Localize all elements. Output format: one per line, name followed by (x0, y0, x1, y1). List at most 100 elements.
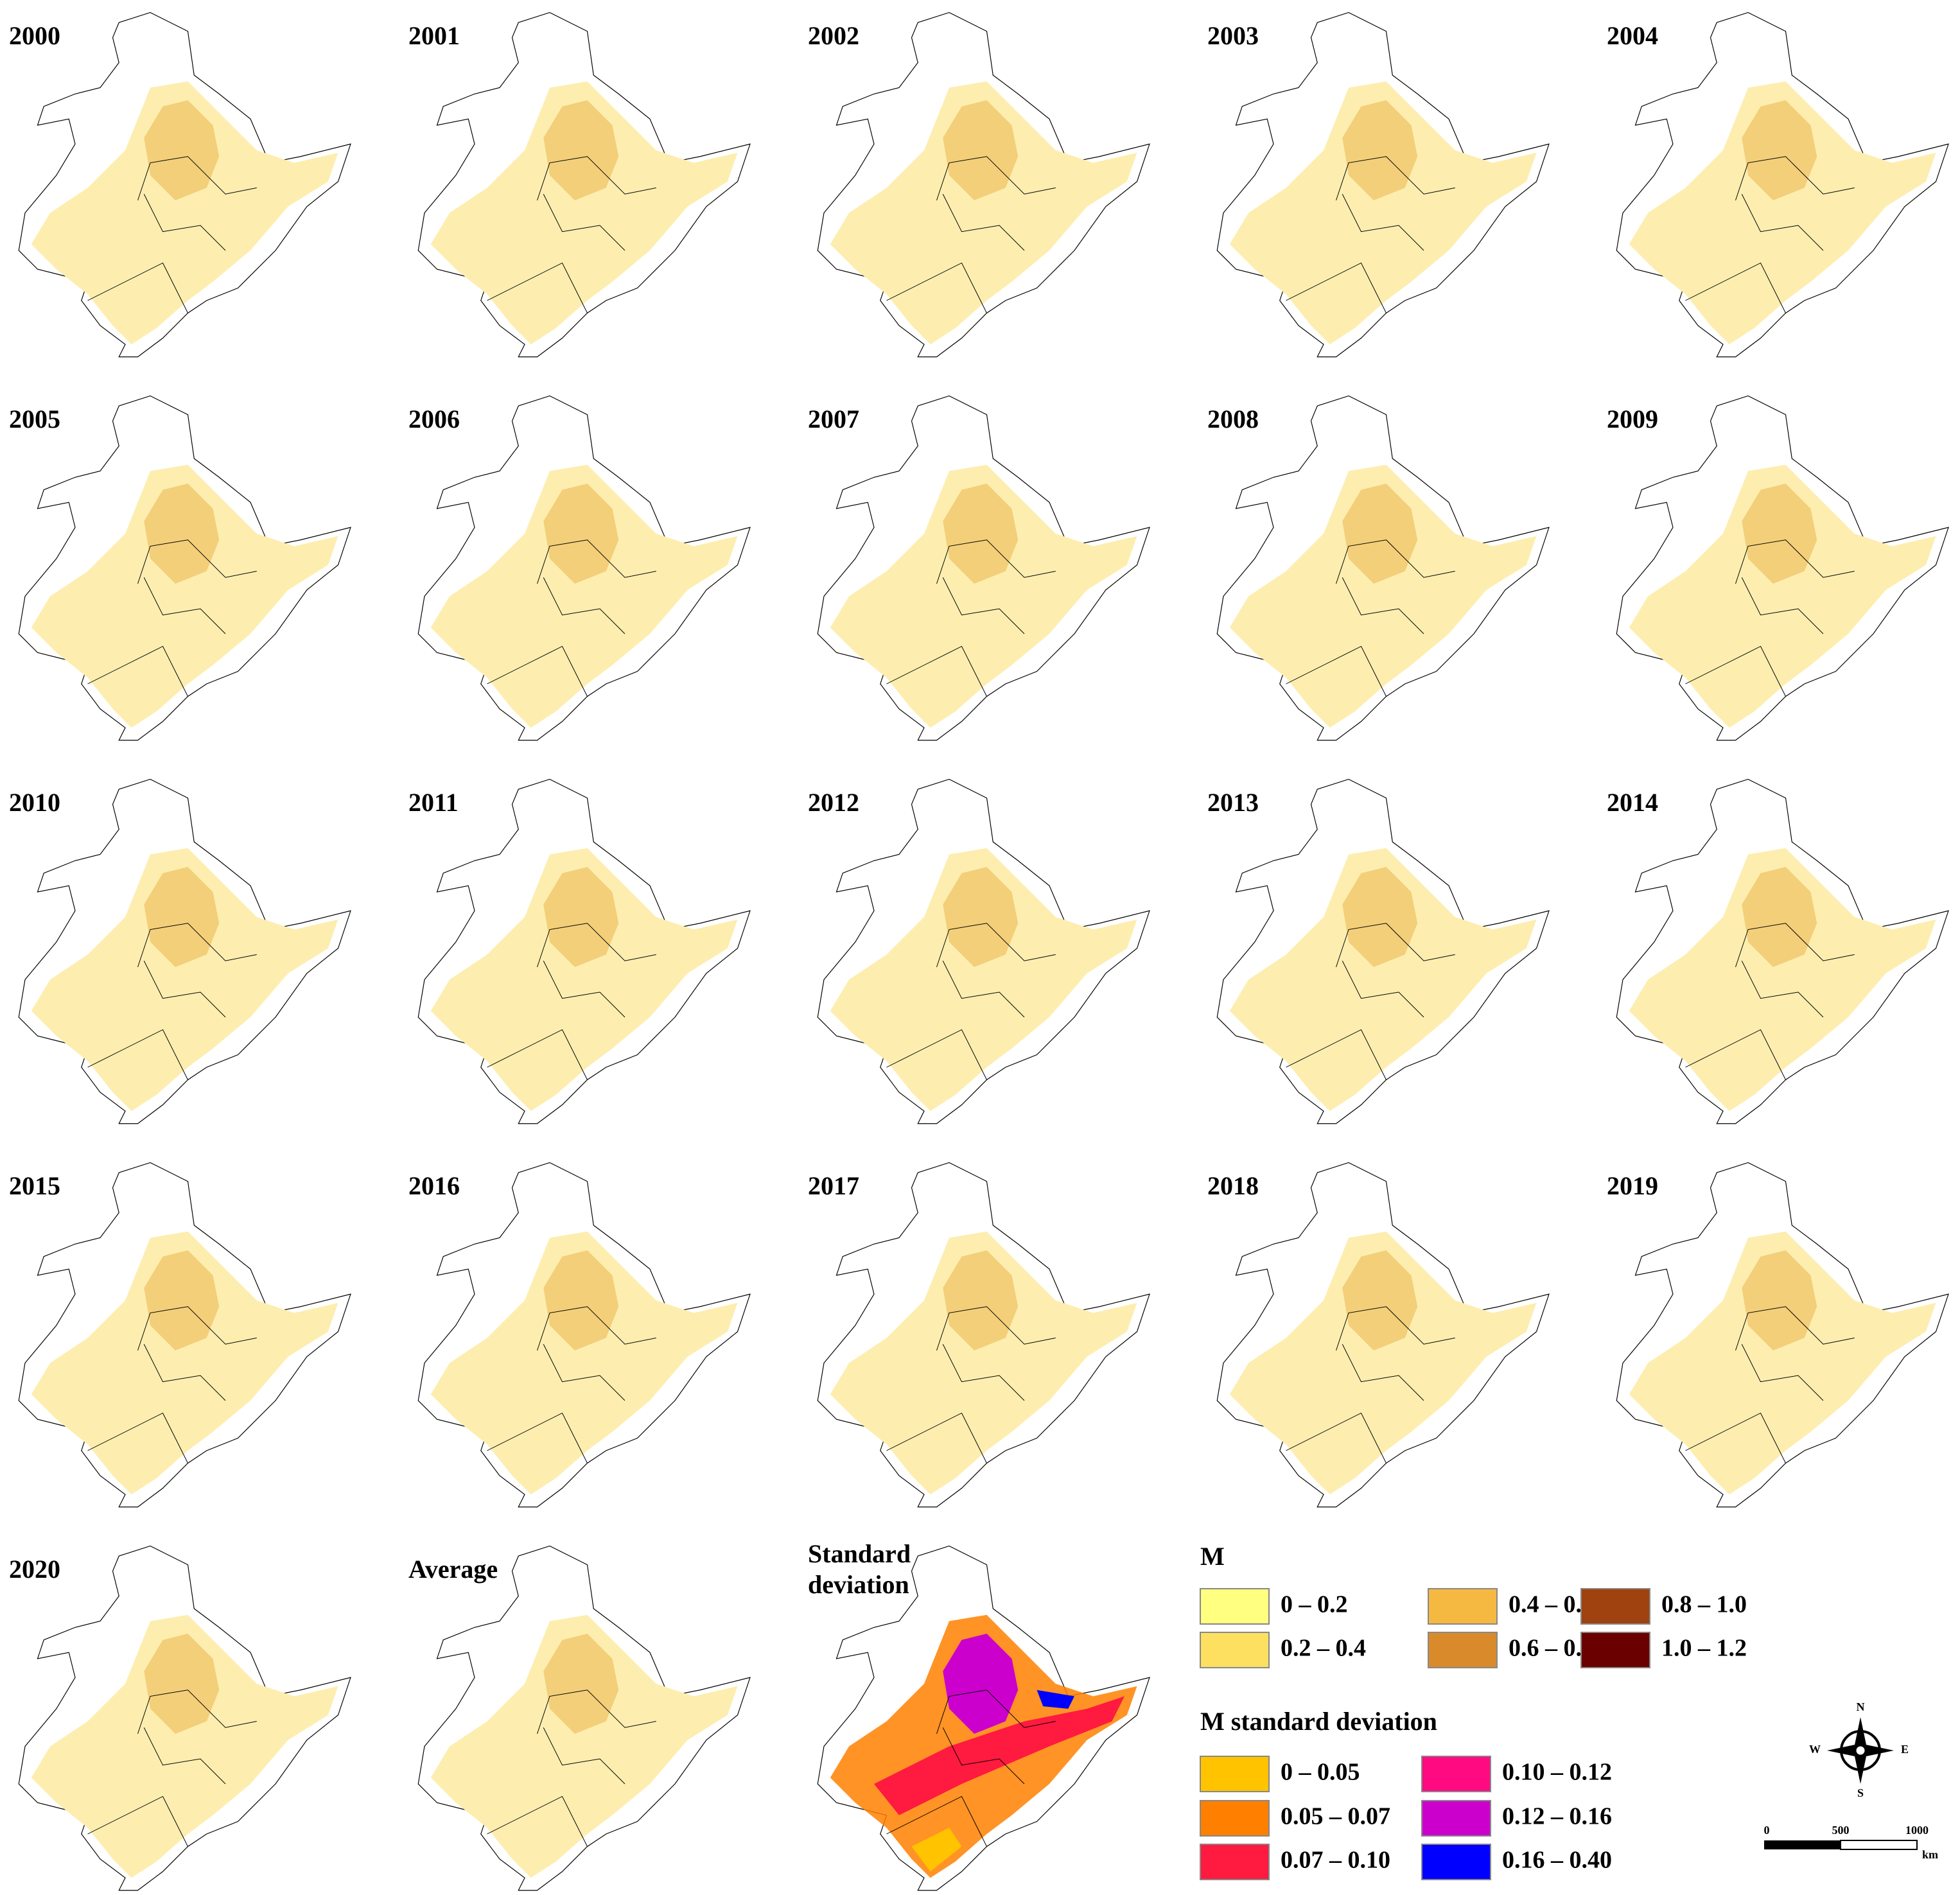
province-border (87, 1029, 188, 1080)
m-layer (144, 867, 220, 967)
province-border (1741, 1344, 1824, 1401)
panel-label: Average (408, 1555, 498, 1584)
panel-label: 2011 (408, 788, 459, 817)
map-panel (18, 778, 351, 1124)
province-border (487, 1029, 588, 1080)
province-border (1735, 1306, 1855, 1351)
m-layer (144, 1634, 220, 1734)
province-border (543, 194, 626, 251)
map-panel (817, 778, 1150, 1124)
panel-label: 2017 (808, 1171, 859, 1200)
province-border (143, 577, 226, 634)
panel-label: 2020 (9, 1555, 60, 1584)
m-layer (430, 1231, 738, 1495)
province-border (942, 1727, 1025, 1785)
legend-swatch (1428, 1588, 1498, 1625)
scale-bar (1764, 1840, 1918, 1850)
province-border (1342, 961, 1424, 1018)
province-border (886, 1029, 987, 1080)
m-layer (1629, 81, 1936, 345)
m-layer (31, 464, 338, 728)
m-layer (943, 1250, 1019, 1350)
panel-label: 2015 (9, 1171, 60, 1200)
province-border (886, 1795, 987, 1847)
compass-label: N (1857, 1700, 1865, 1713)
map-panel (1216, 395, 1550, 741)
legend-label: 0.8 – 1.0 (1661, 1591, 1747, 1618)
province-border (87, 645, 188, 697)
compass-label: E (1901, 1743, 1909, 1756)
legend-label: 0.4 – 0.6 (1509, 1591, 1594, 1618)
m-layer (31, 1231, 338, 1495)
legend-swatch (1421, 1844, 1491, 1880)
province-border (1685, 1029, 1786, 1080)
province-border (942, 1344, 1025, 1401)
province-border (137, 539, 257, 584)
province-border (137, 1306, 257, 1351)
m-layer (1229, 1231, 1537, 1495)
province-border (1741, 194, 1824, 251)
province-border (537, 1690, 656, 1734)
panel-label: 2019 (1607, 1171, 1658, 1200)
panel-label: 2007 (808, 405, 859, 433)
legend-swatch (1428, 1632, 1498, 1668)
legend-label: 0.2 – 0.4 (1281, 1635, 1366, 1662)
province-border (537, 156, 656, 201)
province-border (942, 961, 1025, 1018)
scale-label: 0 (1764, 1824, 1770, 1837)
legend-swatch (1421, 1756, 1491, 1792)
m-layer (1342, 1250, 1418, 1350)
panel-label: 2003 (1207, 21, 1259, 50)
map-panel (1616, 778, 1949, 1124)
province-border (1735, 156, 1855, 201)
m-layer (943, 100, 1019, 200)
sd-layer (874, 1696, 1124, 1815)
province-border (936, 923, 1056, 968)
province-border (886, 262, 987, 313)
m-layer (1629, 1231, 1936, 1495)
legend-swatch (1200, 1756, 1270, 1792)
sd-layer (911, 1828, 962, 1872)
panel-label: 2013 (1207, 788, 1259, 817)
legend-label: 0.07 – 0.10 (1281, 1847, 1390, 1874)
m-layer (430, 1614, 738, 1878)
m-layer (543, 484, 619, 584)
m-layer (830, 1231, 1137, 1495)
map-panel (18, 12, 351, 358)
legend-swatch (1200, 1588, 1270, 1625)
legend-title: M (1200, 1542, 1225, 1571)
m-layer (1629, 848, 1936, 1112)
m-layer (144, 484, 220, 584)
map-panel (817, 1545, 1150, 1891)
m-layer (1629, 464, 1936, 728)
province-border (487, 262, 588, 313)
province-border (1342, 194, 1424, 251)
province-border (1685, 645, 1786, 697)
map-panel (817, 12, 1150, 358)
m-layer (1342, 484, 1418, 584)
map-panel (1616, 395, 1949, 741)
m-layer (31, 81, 338, 345)
province-border (1286, 645, 1387, 697)
map-panel (1616, 1162, 1949, 1508)
m-layer (1342, 100, 1418, 200)
map-panel (417, 778, 751, 1124)
m-layer (943, 867, 1019, 967)
province-border (936, 1690, 1056, 1734)
m-layer (830, 464, 1137, 728)
panel-label: 2010 (9, 788, 60, 817)
province-border (537, 923, 656, 968)
m-layer (1229, 81, 1537, 345)
legend-label: 0.16 – 0.40 (1502, 1847, 1612, 1874)
province-border (936, 156, 1056, 201)
compass (1827, 1717, 1894, 1784)
m-layer (543, 1250, 619, 1350)
legend-swatch (1200, 1632, 1270, 1668)
scale-unit: km (1922, 1848, 1938, 1861)
province-border (1336, 1306, 1455, 1351)
map-panel (18, 395, 351, 741)
province-border (1336, 923, 1455, 968)
m-layer (430, 848, 738, 1112)
legend-label: 0.12 – 0.16 (1502, 1803, 1612, 1830)
map-panel (417, 12, 751, 358)
